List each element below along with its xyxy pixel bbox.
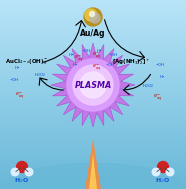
Text: •OH: •OH xyxy=(105,63,115,67)
Circle shape xyxy=(89,12,94,16)
FancyArrowPatch shape xyxy=(43,21,85,62)
FancyArrowPatch shape xyxy=(124,74,150,95)
Text: H$_2$O$_2$: H$_2$O$_2$ xyxy=(142,82,154,90)
Circle shape xyxy=(152,168,160,176)
Text: e$_{aq}^-$: e$_{aq}^-$ xyxy=(92,63,102,73)
FancyArrowPatch shape xyxy=(105,20,144,61)
Circle shape xyxy=(17,161,28,173)
Text: H•: H• xyxy=(69,53,75,57)
Text: H•: H• xyxy=(15,66,21,70)
Text: H•: H• xyxy=(73,63,79,67)
Text: H$_2$O: H$_2$O xyxy=(155,177,171,185)
Polygon shape xyxy=(51,43,135,127)
Text: H•: H• xyxy=(97,49,103,53)
Circle shape xyxy=(166,168,174,176)
Polygon shape xyxy=(89,154,97,189)
FancyArrowPatch shape xyxy=(39,78,63,90)
Text: H$_2$O$_2$: H$_2$O$_2$ xyxy=(34,71,46,79)
Polygon shape xyxy=(85,139,101,189)
Text: e$_{aq}^-$: e$_{aq}^-$ xyxy=(15,91,25,101)
Text: PLASMA: PLASMA xyxy=(74,81,112,90)
Text: e$_{aq}^-$: e$_{aq}^-$ xyxy=(92,51,102,61)
Circle shape xyxy=(73,65,113,105)
Text: •OH: •OH xyxy=(81,49,91,53)
Circle shape xyxy=(158,161,169,173)
Text: e$_{aq}^-$: e$_{aq}^-$ xyxy=(74,54,84,64)
Text: e$_{aq}^-$: e$_{aq}^-$ xyxy=(153,93,163,103)
Circle shape xyxy=(84,8,102,26)
Circle shape xyxy=(90,13,100,23)
Text: AuCl$_{4-x}$(OH)$_x^-$: AuCl$_{4-x}$(OH)$_x^-$ xyxy=(5,57,49,67)
Text: H•: H• xyxy=(160,75,166,79)
Circle shape xyxy=(85,9,97,21)
Text: H$_2$O: H$_2$O xyxy=(15,177,30,185)
Circle shape xyxy=(25,168,33,176)
Text: [Ag(NH$_3$)$_2$]$^+$: [Ag(NH$_3$)$_2$]$^+$ xyxy=(112,57,150,67)
Text: •OH: •OH xyxy=(108,53,118,57)
Circle shape xyxy=(80,72,106,98)
Circle shape xyxy=(67,59,119,111)
Circle shape xyxy=(11,168,19,176)
Text: Au/Ag: Au/Ag xyxy=(80,29,106,38)
Text: •OH: •OH xyxy=(9,78,19,82)
Text: •OH: •OH xyxy=(155,63,165,67)
